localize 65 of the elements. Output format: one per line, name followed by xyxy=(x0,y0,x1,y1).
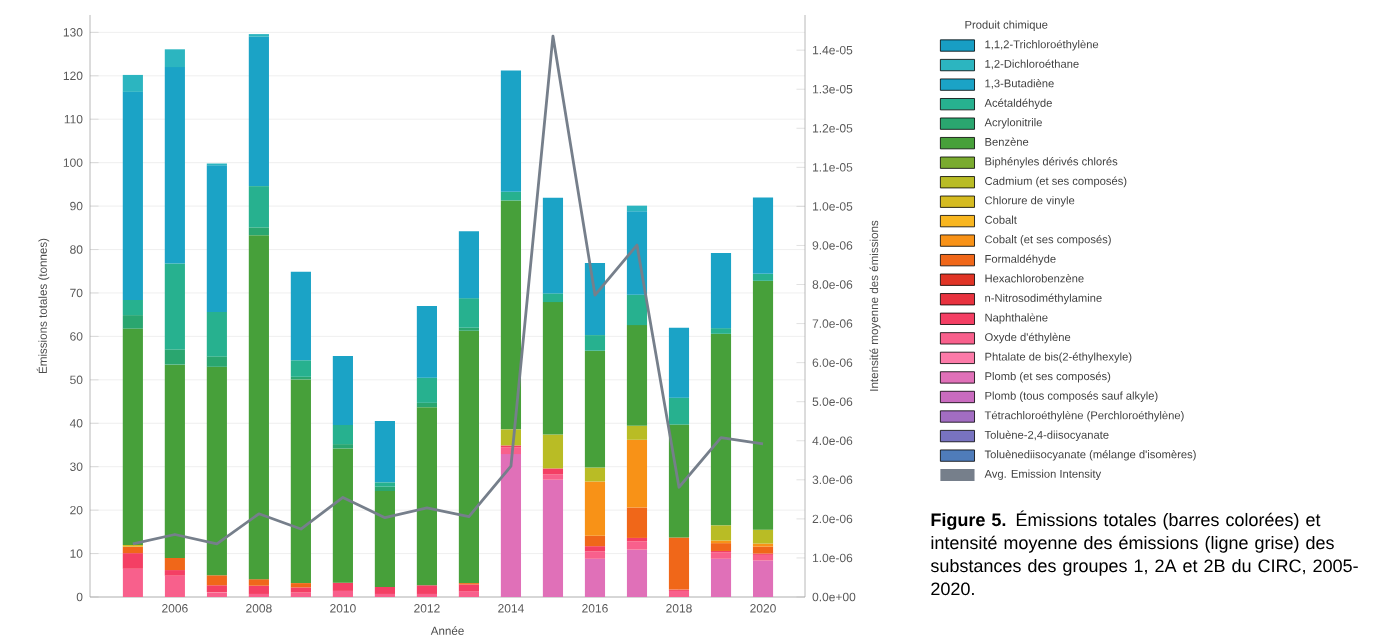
y2-tick-label: 1.1e-05 xyxy=(812,163,853,172)
x-tick-label: 2012 xyxy=(414,604,440,613)
legend-label: Chlorure de vinyle xyxy=(985,196,1075,207)
legend-label: Toluènediisocyanate (mélange d'isomères) xyxy=(984,449,1196,461)
y-tick-label: 80 xyxy=(70,245,83,254)
y2-tick-label: 1.0e-06 xyxy=(812,553,853,563)
legend-title: Produit chimique xyxy=(965,20,1048,31)
x-axis-title: Année xyxy=(430,626,464,635)
y2-tick-label: 4.0e-06 xyxy=(812,436,853,446)
y2-tick-label: 1.3e-05 xyxy=(812,84,853,94)
y-tick-label: 40 xyxy=(69,419,83,428)
y2-axis-title: Intensité moyenne des émissions xyxy=(869,220,881,391)
y2-tick-label: 1.4e-05 xyxy=(812,45,853,55)
legend-label: Tétrachloroéthylène (Perchloroéthylène) xyxy=(984,410,1184,422)
x-tick-label: 2008 xyxy=(246,604,272,613)
y-tick-label: 10 xyxy=(70,549,83,558)
legend-label: 1,1,2-Trichloroéthylène xyxy=(985,39,1099,51)
y-tick-label: 100 xyxy=(63,158,83,167)
x-tick-label: 2006 xyxy=(162,604,188,613)
y-tick-label: 30 xyxy=(70,462,83,471)
legend-label: Cobalt xyxy=(985,215,1017,224)
x-tick-label: 2014 xyxy=(498,604,524,613)
y2-tick-label: 2.0e-06 xyxy=(812,514,853,524)
y-tick-label: 110 xyxy=(64,114,83,124)
legend-label: Cadmium (et ses composés) xyxy=(985,176,1127,188)
y2-tick-label: 1.2e-05 xyxy=(812,124,853,133)
y2-tick-label: 0.0e+00 xyxy=(812,592,856,602)
y-tick-label: 120 xyxy=(63,71,83,81)
y-tick-label: 90 xyxy=(70,201,83,211)
y-tick-label: 60 xyxy=(70,332,83,341)
y2-tick-label: 9.0e-06 xyxy=(812,241,853,250)
y2-tick-label: 7.0e-06 xyxy=(812,319,853,328)
y2-tick-label: 6.0e-06 xyxy=(812,358,853,367)
y2-tick-label: 5.0e-06 xyxy=(812,397,853,406)
y2-tick-label: 3.0e-06 xyxy=(812,475,853,485)
legend-label: Hexachlorobenzène xyxy=(985,274,1084,283)
legend-label: 1,2-Dichloroéthane xyxy=(985,59,1079,70)
legend-label: Cobalt (et ses composés) xyxy=(985,234,1111,246)
text: Figure 5. Émissions totales (barres colorées) et intensité moyenne des émissions (ligne grise) des substances des groupes 1, 2A et 2B du CIRC, 2005-2020. xyxy=(930,510,1358,596)
y2-tick-label: 1.0e-05 xyxy=(812,202,853,211)
x-tick-label: 2016 xyxy=(582,604,608,613)
y-tick-label: 70 xyxy=(70,288,83,298)
legend-label: n-Nitrosodiméthylamine xyxy=(985,293,1102,305)
legend-label: Phtalate de bis(2-éthylhexyle) xyxy=(985,352,1132,363)
y-tick-label: 20 xyxy=(70,505,83,515)
y-tick-label: 0 xyxy=(76,592,83,602)
legend-label: Toluène-2,4-diisocyanate xyxy=(984,430,1109,442)
legend-label: Formaldéhyde xyxy=(985,254,1056,266)
y-tick-label: 130 xyxy=(63,28,83,37)
x-tick-label: 2018 xyxy=(666,604,692,613)
legend-label: Oxyde d'éthylène xyxy=(985,332,1071,344)
x-tick-label: 2010 xyxy=(330,604,356,613)
y-axis-title: Émissions totales (tonnes) xyxy=(36,238,50,374)
legend-label: Acétaldéhyde xyxy=(984,98,1052,110)
legend-label: Biphényles dérivés chlorés xyxy=(985,157,1118,168)
y-tick-label: 50 xyxy=(70,375,83,385)
legend-label: Naphthalène xyxy=(985,313,1048,324)
legend-label: 1,3-Butadiène xyxy=(985,79,1054,89)
x-tick-label: 2020 xyxy=(750,604,776,613)
legend-label: Plomb (et ses composés) xyxy=(985,371,1111,383)
legend-label: Acrylonitrile xyxy=(984,118,1042,129)
legend-label: Avg. Emission Intensity xyxy=(984,469,1102,480)
y2-tick-label: 8.0e-06 xyxy=(812,280,853,289)
legend-label: Benzène xyxy=(985,137,1029,146)
legend-label: Plomb (tous composés sauf alkyle) xyxy=(985,391,1158,402)
